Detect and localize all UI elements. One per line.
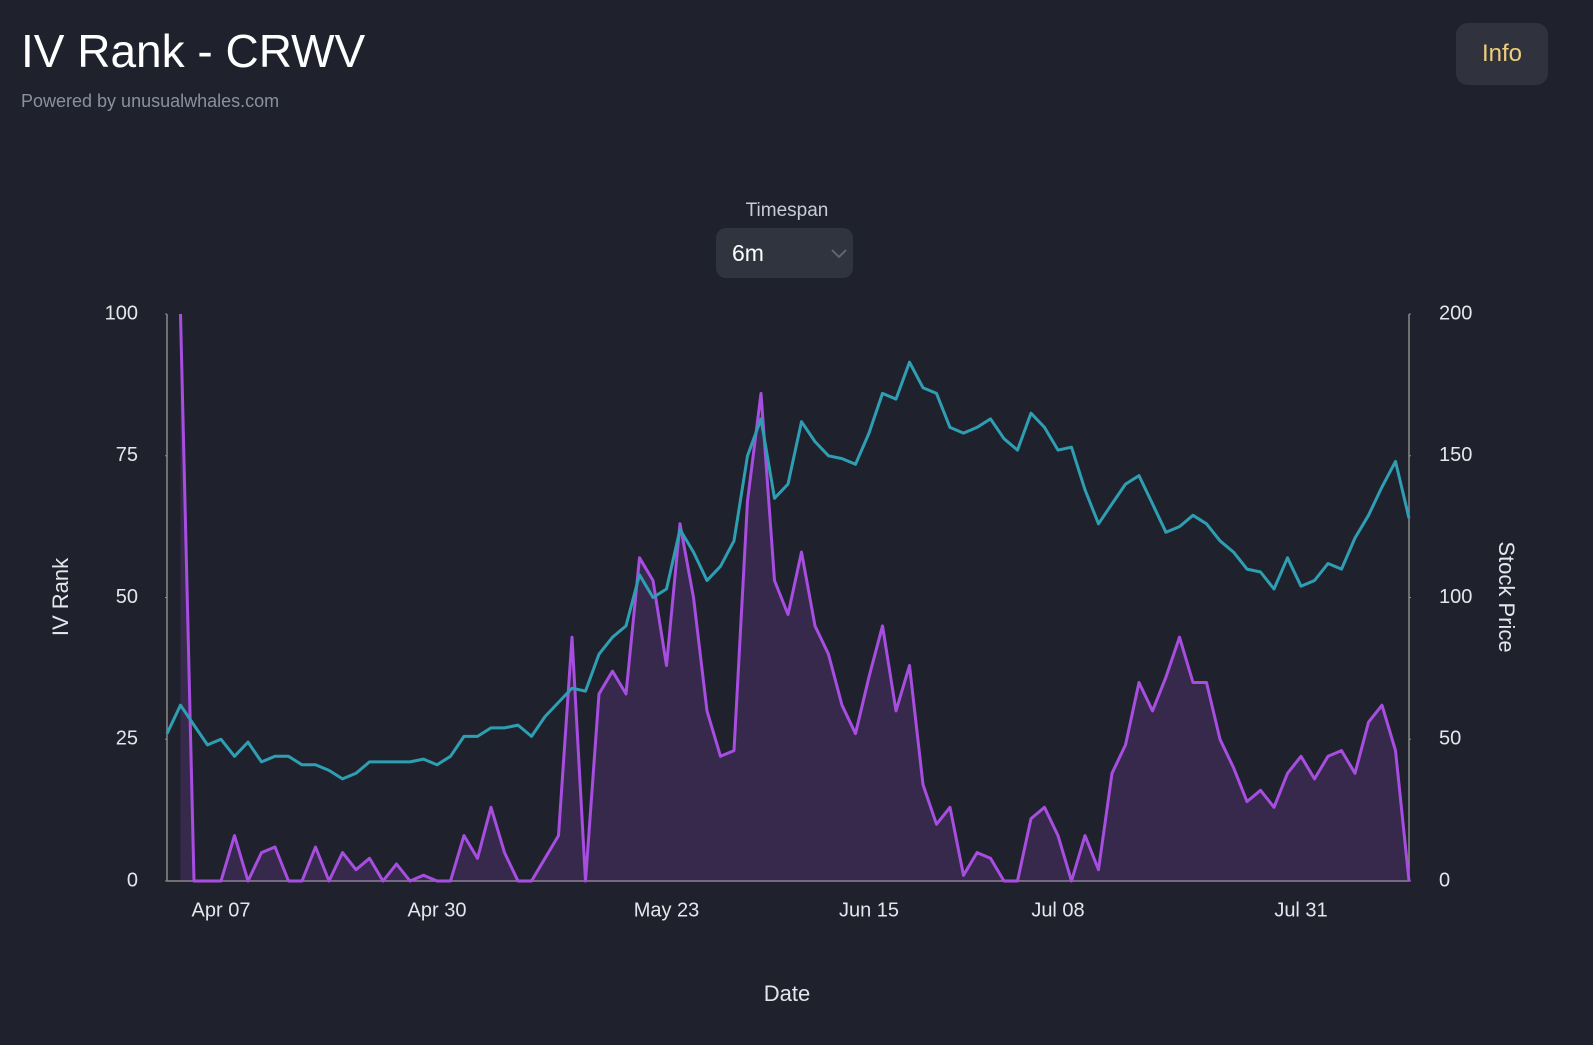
subtitle: Powered by unusualwhales.com: [21, 91, 280, 111]
y-tick-label: 75: [116, 444, 138, 466]
chevron: [831, 249, 847, 259]
y2-axis-title: Stock Price: [1494, 541, 1519, 652]
y-axis-title: IV Rank: [48, 557, 73, 636]
x-tick-label: Apr 07: [192, 899, 251, 921]
x-tick-label: Jul 31: [1274, 899, 1327, 921]
timespan-label: Timespan: [745, 200, 829, 221]
x-tick-label: Jun 15: [839, 899, 899, 921]
y-tick-label: 100: [105, 302, 138, 324]
line: [165, 360, 1411, 781]
dropdown-value: 6m: [732, 240, 764, 266]
y2-tick-label: 50: [1439, 728, 1461, 750]
y2-tick-label: 150: [1439, 444, 1472, 466]
info-button[interactable]: Info: [1456, 23, 1548, 85]
y-tick-label: 50: [116, 586, 138, 608]
x-tick-label: May 23: [634, 899, 700, 921]
area: [180, 314, 1409, 881]
x-tick-label: Jul 08: [1031, 899, 1084, 921]
x-axis-title: Date: [764, 981, 810, 1006]
y2-tick-label: 200: [1439, 302, 1472, 324]
line: [179, 313, 1411, 883]
title: IV Rank - CRWV: [21, 25, 366, 77]
y2-tick-label: 0: [1439, 869, 1450, 891]
y-tick-label: 0: [127, 869, 138, 891]
y2-tick-label: 100: [1439, 586, 1472, 608]
x-tick-label: Apr 30: [408, 899, 467, 921]
y-tick-label: 25: [116, 728, 138, 750]
timespan-dropdown[interactable]: 6m: [716, 228, 853, 278]
